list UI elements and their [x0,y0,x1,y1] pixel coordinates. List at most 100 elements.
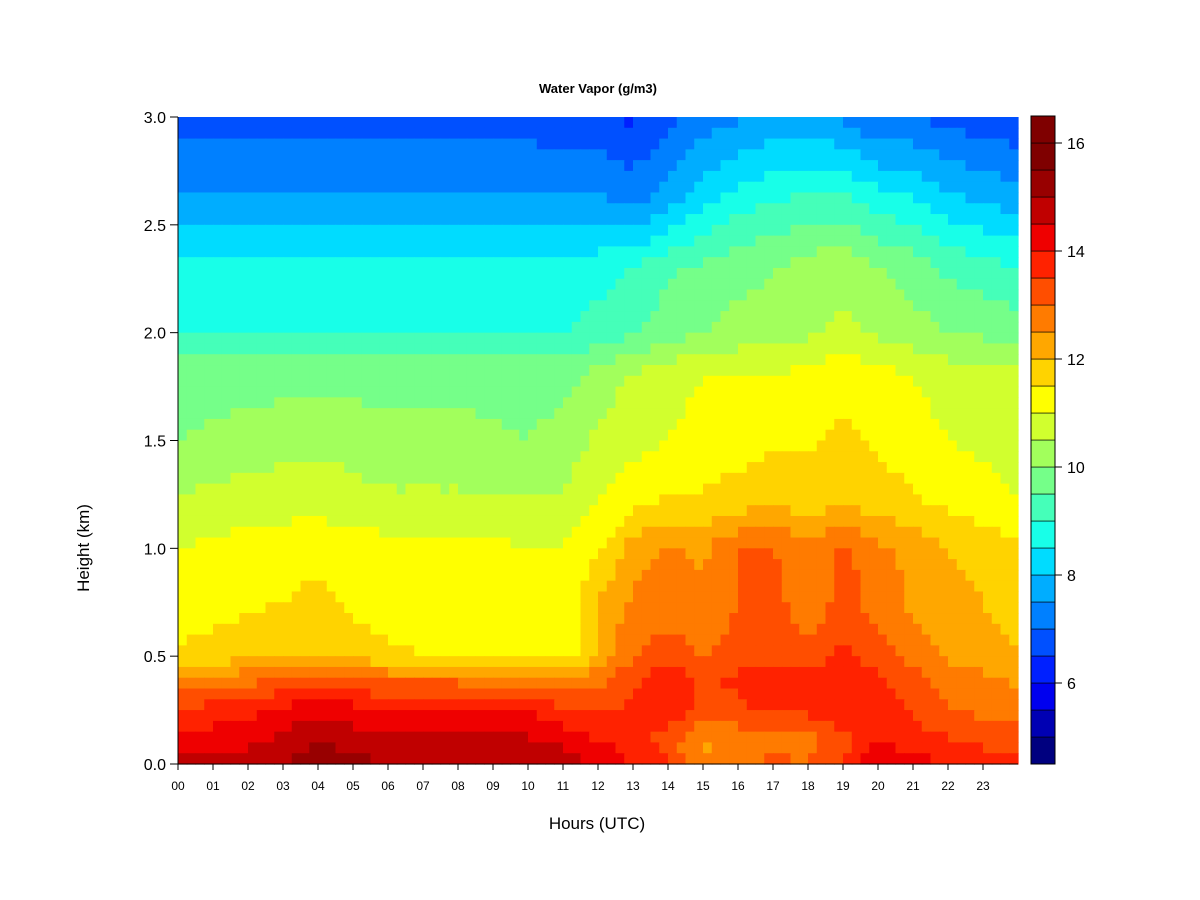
heatmap-cell [563,645,573,657]
heatmap-cell [186,397,197,409]
heatmap-cell [773,634,783,646]
heatmap-cell [571,451,582,463]
heatmap-cell [239,203,249,215]
heatmap-cell [580,300,590,312]
heatmap-cell [624,138,634,150]
heatmap-cell [799,321,809,334]
heatmap-cell [230,149,240,161]
heatmap-cell [458,418,468,431]
heatmap-cell [554,321,564,334]
heatmap-cell [746,278,757,291]
heatmap-cell [309,321,319,334]
heatmap-cell [974,117,984,129]
heatmap-cell [895,472,905,485]
heatmap-cell [186,311,197,323]
heatmap-cell [624,623,634,636]
heatmap-cell [904,386,914,398]
heatmap-cell [650,192,660,204]
heatmap-cell [956,591,967,603]
heatmap-cell [895,343,905,355]
heatmap-cell [353,203,363,215]
heatmap-cell [475,634,485,646]
heatmap-cell [1000,386,1010,398]
heatmap-cell [571,418,582,431]
heatmap-cell [501,591,512,603]
heatmap-cell [256,462,267,474]
heatmap-cell [545,440,555,452]
heatmap-cell [895,623,905,636]
heatmap-cell [956,354,967,366]
heatmap-cell [764,429,774,442]
heatmap-cell [755,203,765,215]
heatmap-cell [1009,429,1019,442]
heatmap-cell [808,278,818,291]
heatmap-cell [913,515,923,528]
heatmap-cell [563,386,573,398]
heatmap-cell [965,267,975,280]
heatmap-cell [965,192,975,204]
heatmap-cell [554,537,564,549]
heatmap-cell [256,602,267,614]
heatmap-cell [825,462,835,474]
heatmap-cell [423,418,433,431]
heatmap-cell [239,311,249,323]
heatmap-cell [221,278,232,291]
heatmap-cell [440,289,450,301]
heatmap-cell [633,300,643,312]
heatmap-cell [685,127,695,140]
heatmap-cell [230,634,240,646]
heatmap-cell [694,138,704,150]
heatmap-cell [361,321,372,334]
heatmap-cell [720,580,730,593]
heatmap-cell [563,224,573,237]
heatmap-cell [309,634,319,646]
heatmap-cell [493,645,503,657]
heatmap-cell [825,418,835,431]
heatmap-cell [195,472,205,485]
heatmap-cell [1009,375,1019,388]
heatmap-cell [738,246,748,258]
heatmap-cell [414,386,424,398]
heatmap-cell [431,559,442,571]
heatmap-cell [501,483,512,496]
heatmap-cell [816,138,827,150]
heatmap-cell [204,429,214,442]
heatmap-cell [781,559,792,571]
heatmap-cell [501,666,512,679]
heatmap-cell [781,246,792,258]
heatmap-cell [344,138,354,150]
heatmap-cell [554,515,564,528]
heatmap-cell [624,203,634,215]
heatmap-cell [913,548,923,560]
heatmap-cell [1009,246,1019,258]
heatmap-cell [484,623,494,636]
heatmap-cell [825,170,835,183]
heatmap-cell [764,235,774,247]
heatmap-cell [685,548,695,560]
heatmap-cell [396,365,407,377]
heatmap-cell [895,515,905,528]
heatmap-cell [388,602,398,614]
heatmap-cell [965,548,975,560]
heatmap-cell [685,483,695,496]
heatmap-cell [178,365,188,377]
heatmap-cell [948,300,958,312]
heatmap-cell [676,246,687,258]
heatmap-cell [895,386,905,398]
heatmap-cell [475,160,485,172]
heatmap-cell [519,375,529,388]
heatmap-cell [213,332,223,345]
heatmap-cell [948,365,958,377]
heatmap-cell [886,418,897,431]
heatmap-cell [318,365,328,377]
heatmap-cell [851,386,862,398]
heatmap-cell [501,375,512,388]
heatmap-cell [475,203,485,215]
heatmap-cell [606,429,617,442]
heatmap-cell [309,440,319,452]
heatmap-cell [248,451,258,463]
heatmap-cell [948,332,958,345]
heatmap-cell [414,526,424,539]
heatmap-cell [361,343,372,355]
heatmap-cell [974,375,984,388]
